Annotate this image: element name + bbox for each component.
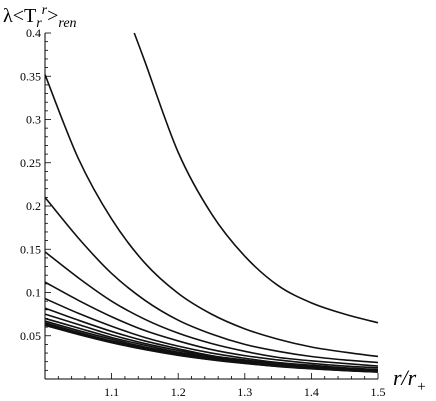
y-tick-label: 0.05	[20, 329, 41, 343]
y-tick-label: 0.15	[20, 242, 41, 256]
y-axis-title-sub: r	[36, 16, 42, 31]
x-tick-label: 1.4	[304, 385, 319, 399]
series-line-14	[44, 324, 379, 373]
series-line-6	[44, 297, 379, 371]
series-group	[44, 32, 379, 373]
y-tick-label: 0.4	[26, 26, 41, 40]
y-tick-label: 0.1	[26, 286, 41, 300]
y-tick-label: 0.2	[26, 199, 41, 213]
x-axis-title-main: r/r	[393, 365, 417, 390]
y-axis-title-sup: r	[42, 3, 48, 18]
series-line-4	[44, 251, 379, 367]
y-axis-title: λ<Trr>ren	[3, 3, 77, 31]
x-tick-label: 1.5	[371, 385, 386, 399]
x-axis-title-sub: +	[416, 379, 426, 395]
y-axis-title-close: >	[47, 5, 58, 27]
x-tick-label: 1.2	[171, 385, 186, 399]
y-tick-label: 0.25	[20, 156, 41, 170]
series-line-1	[133, 32, 379, 324]
x-tick-label: 1.1	[104, 385, 119, 399]
y-tick-label: 0.35	[20, 69, 41, 83]
series-line-7	[44, 307, 379, 372]
y-axis-title-ren: ren	[58, 16, 76, 31]
series-line-3	[44, 196, 379, 364]
series-line-10	[44, 320, 379, 373]
y-axis-title-main: λ<T	[3, 5, 36, 27]
axes: 1.1 1.2 1.3 1.4 1.5 0.05 0.1 0.15 0.2 0.25 0.3 0.35…	[20, 26, 386, 399]
y-tick-label: 0.3	[26, 113, 41, 127]
x-axis-title: r/r+	[393, 365, 426, 395]
series-line-5	[44, 281, 379, 369]
series-line-2	[44, 74, 379, 358]
x-tick-label: 1.3	[237, 385, 252, 399]
